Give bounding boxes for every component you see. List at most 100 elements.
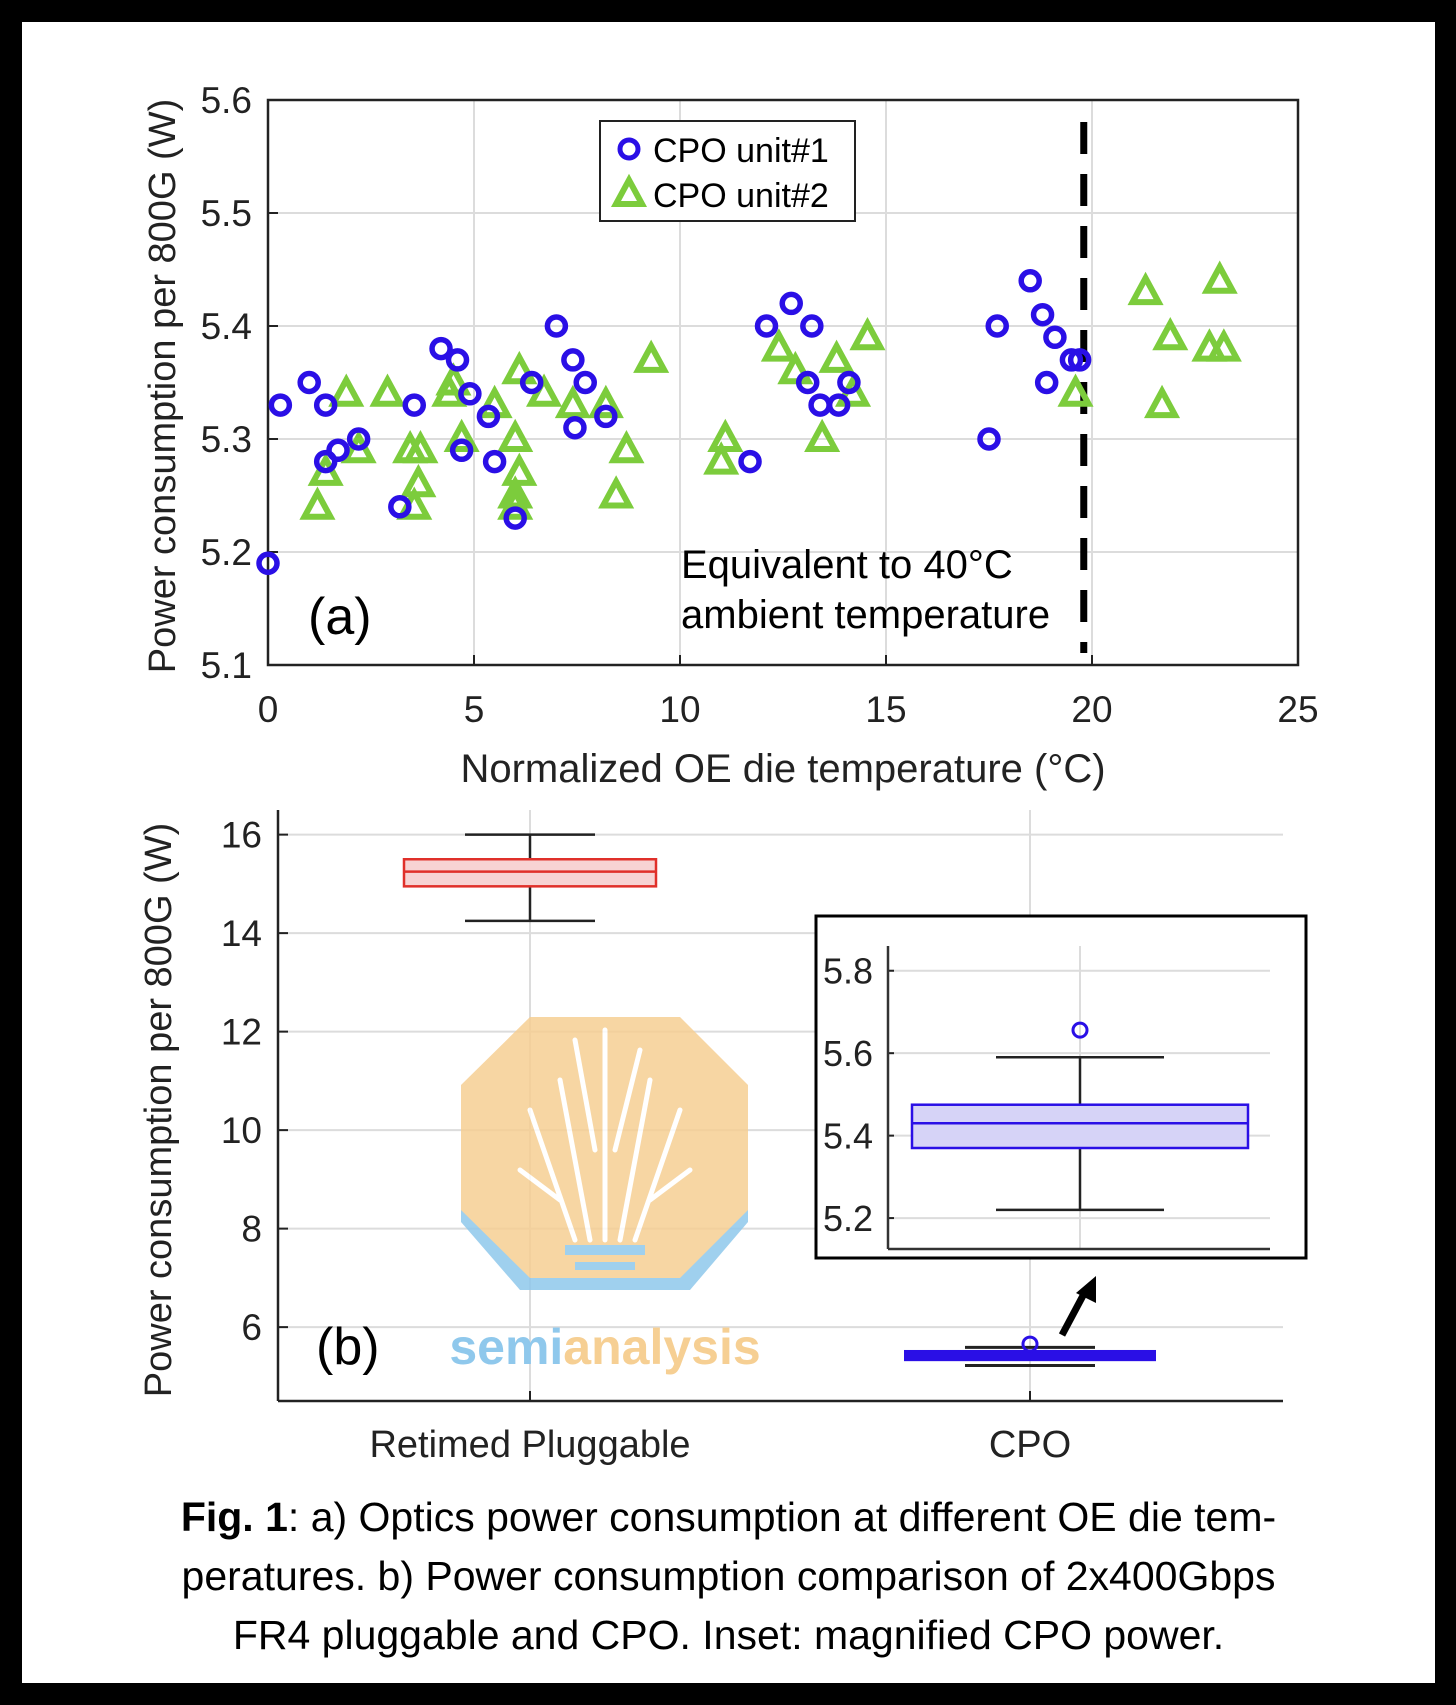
y-tick-label: 12 — [221, 1012, 262, 1053]
legend-label-unit2: CPO unit#2 — [653, 177, 829, 215]
panel-label-a: (a) — [308, 588, 372, 646]
y-tick-label: 8 — [241, 1209, 262, 1250]
circuit-branch — [527, 1107, 578, 1243]
caption-line-3: FR4 pluggable and CPO. Inset: magnified … — [232, 1612, 1225, 1658]
watermark-text: semianalysis — [449, 1319, 760, 1375]
data-point-unit2 — [587, 384, 624, 419]
x-tick-label: 15 — [865, 689, 906, 730]
data-point-unit1 — [1030, 302, 1055, 327]
circuit-branch — [557, 1077, 593, 1243]
data-point-unit1 — [1034, 370, 1059, 395]
legend-marker-unit1 — [617, 137, 641, 161]
caption-text-1: : a) Optics power consumption at differe… — [287, 1494, 1277, 1540]
annotation-line-1: Equivalent to 40°C — [681, 543, 1013, 587]
data-point-unit1 — [800, 314, 824, 338]
data-point-unit2 — [608, 430, 645, 464]
data-point-unit1 — [326, 438, 350, 463]
data-point-unit2 — [1127, 271, 1164, 306]
y-tick-label: 5.3 — [201, 419, 252, 460]
data-point-unit1 — [738, 449, 762, 474]
data-point-unit2 — [443, 418, 480, 452]
data-point-unit1 — [346, 427, 371, 451]
legend-marker-unit2 — [610, 173, 648, 207]
caption-fig-label: Fig. 1 — [180, 1494, 288, 1540]
x-tick-label: 5 — [464, 689, 485, 730]
x-tick-label: 20 — [1071, 689, 1112, 730]
data-point-unit1 — [544, 314, 569, 338]
y-tick-label: 5.6 — [201, 80, 252, 121]
bulb-base — [565, 1245, 645, 1255]
data-point-unit2 — [849, 317, 886, 351]
watermark-text-part2: analysis — [563, 1319, 760, 1375]
arrow-head-icon — [1076, 1276, 1096, 1303]
arrow-shaft — [1058, 1288, 1090, 1337]
x-tick-label: 0 — [258, 689, 279, 730]
caption-line-1: Fig. 1: a) Optics power consumption at d… — [22, 1497, 1435, 1538]
watermark-text-part1: semi — [449, 1319, 563, 1375]
data-point-unit2 — [1205, 328, 1242, 362]
data-point-unit1 — [1067, 348, 1092, 372]
data-point-unit2 — [760, 328, 797, 362]
data-point-unit1 — [449, 438, 474, 463]
circuit-branch — [617, 1077, 653, 1243]
data-point-unit1 — [1043, 325, 1067, 350]
caption-line-2: peratures. b) Power consumption comparis… — [181, 1553, 1276, 1599]
y-tick-label: 6 — [241, 1307, 262, 1348]
box-retimed-pluggable — [402, 833, 658, 923]
data-point-unit2 — [598, 475, 635, 509]
semianalysis-watermark-logo — [461, 1017, 748, 1290]
data-point-unit1 — [297, 370, 321, 395]
data-point-unit1 — [519, 370, 544, 395]
x-tick-label: 10 — [659, 689, 700, 730]
data-point-unit2 — [554, 384, 591, 419]
circuit-tree-icon — [517, 1027, 693, 1243]
circuit-branch — [647, 1167, 693, 1203]
data-point-unit2 — [633, 339, 670, 373]
annotation-line-2: ambient temperature — [681, 593, 1050, 637]
data-point-unit1 — [573, 370, 597, 395]
data-point-unit1 — [808, 393, 832, 417]
inset-y-tick-label: 5.2 — [823, 1198, 873, 1239]
data-point-unit1 — [402, 393, 427, 417]
data-point-unit1 — [476, 404, 501, 429]
data-point-unit2 — [435, 362, 472, 396]
data-point-unit2 — [497, 475, 534, 509]
y-tick-label: 5.4 — [201, 306, 252, 347]
data-point-unit1 — [482, 449, 507, 474]
data-point-unit2 — [328, 373, 365, 407]
circuit-branch — [572, 1037, 598, 1153]
y-tick-label: 5.5 — [201, 193, 252, 234]
y-tick-label: 16 — [221, 815, 262, 856]
y-axis-label-b: Power consumption per 800G (W) — [138, 823, 180, 1397]
data-point-unit1 — [561, 348, 585, 372]
data-point-unit1 — [1059, 348, 1084, 372]
data-point-unit2 — [402, 430, 439, 464]
data-point-unit1 — [458, 382, 482, 406]
outlier-point — [1021, 1335, 1039, 1353]
inset-y-tick-label: 5.4 — [823, 1116, 873, 1157]
data-point-unit1 — [313, 393, 338, 417]
data-point-unit2 — [707, 418, 744, 452]
panel-label-b: (b) — [316, 1318, 380, 1376]
axes-box-a — [266, 98, 1300, 667]
data-point-unit1 — [594, 404, 618, 429]
data-point-unit1 — [837, 370, 861, 395]
inset-y-tick-label: 5.8 — [823, 951, 873, 992]
data-point-unit2 — [1152, 317, 1189, 351]
data-point-unit1 — [754, 314, 779, 338]
legend-label-unit1: CPO unit#1 — [653, 132, 829, 170]
x-axis-label: Normalized OE die temperature (°C) — [460, 747, 1106, 791]
data-point-unit2 — [400, 463, 437, 498]
inset-box-cpo — [910, 1021, 1250, 1212]
data-point-unit2 — [818, 339, 855, 373]
data-point-unit1 — [429, 336, 453, 361]
circuit-branch — [517, 1167, 563, 1203]
category-label: Retimed Pluggable — [369, 1424, 690, 1466]
data-point-unit1 — [779, 291, 803, 316]
inset-y-tick-label: 5.6 — [823, 1033, 873, 1074]
data-point-unit1 — [563, 415, 587, 440]
x-tick-label: 25 — [1277, 689, 1318, 730]
data-point-unit1 — [388, 495, 412, 519]
data-point-unit2 — [299, 486, 336, 520]
